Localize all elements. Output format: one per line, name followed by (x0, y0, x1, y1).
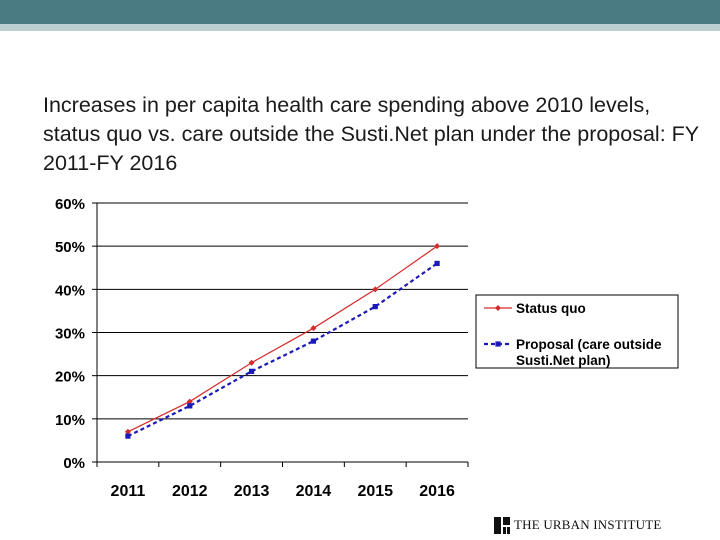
data-point-1 (310, 325, 317, 332)
data-point-2 (125, 433, 131, 439)
y-tick-label: 10% (55, 412, 85, 429)
data-point-1 (248, 359, 255, 366)
data-point-1 (124, 428, 131, 435)
series-line-1 (127, 245, 438, 433)
x-tick-label: 2011 (111, 483, 146, 500)
y-tick-label: 40% (55, 282, 85, 299)
x-tick-label: 2013 (234, 483, 270, 500)
legend-swatch-marker (495, 305, 501, 311)
x-tick-label: 2015 (357, 483, 393, 500)
logo-mark-icon (494, 516, 510, 534)
series-line-2 (127, 262, 438, 438)
data-point-1 (186, 398, 193, 405)
y-tick-label: 60% (55, 196, 85, 213)
legend-label: Status quo (516, 301, 586, 316)
y-tick-label: 20% (55, 369, 85, 386)
data-point-2 (372, 304, 378, 310)
header-bar (0, 0, 720, 24)
urban-institute-logo: THE URBAN INSTITUTE (494, 516, 662, 534)
data-point-2 (187, 403, 193, 409)
data-point-1 (434, 243, 441, 250)
y-tick-label: 30% (55, 326, 85, 343)
y-tick-label: 0% (63, 455, 85, 472)
slide-title: Increases in per capita health care spen… (43, 93, 699, 175)
x-tick-label: 2012 (172, 483, 208, 500)
legend-label: Proposal (care outside Susti.Net plan) (516, 337, 662, 368)
data-point-2 (248, 368, 255, 374)
logo-text: THE URBAN INSTITUTE (514, 517, 662, 532)
data-point-2 (310, 338, 317, 344)
data-point-2 (434, 260, 440, 267)
y-tick-label: 50% (55, 239, 85, 256)
x-tick-label: 2016 (419, 483, 455, 500)
header-strip (0, 24, 720, 31)
legend-swatch-marker (495, 341, 501, 347)
data-point-1 (372, 286, 379, 293)
legend-box (475, 294, 679, 369)
x-tick-label: 2014 (296, 483, 332, 500)
